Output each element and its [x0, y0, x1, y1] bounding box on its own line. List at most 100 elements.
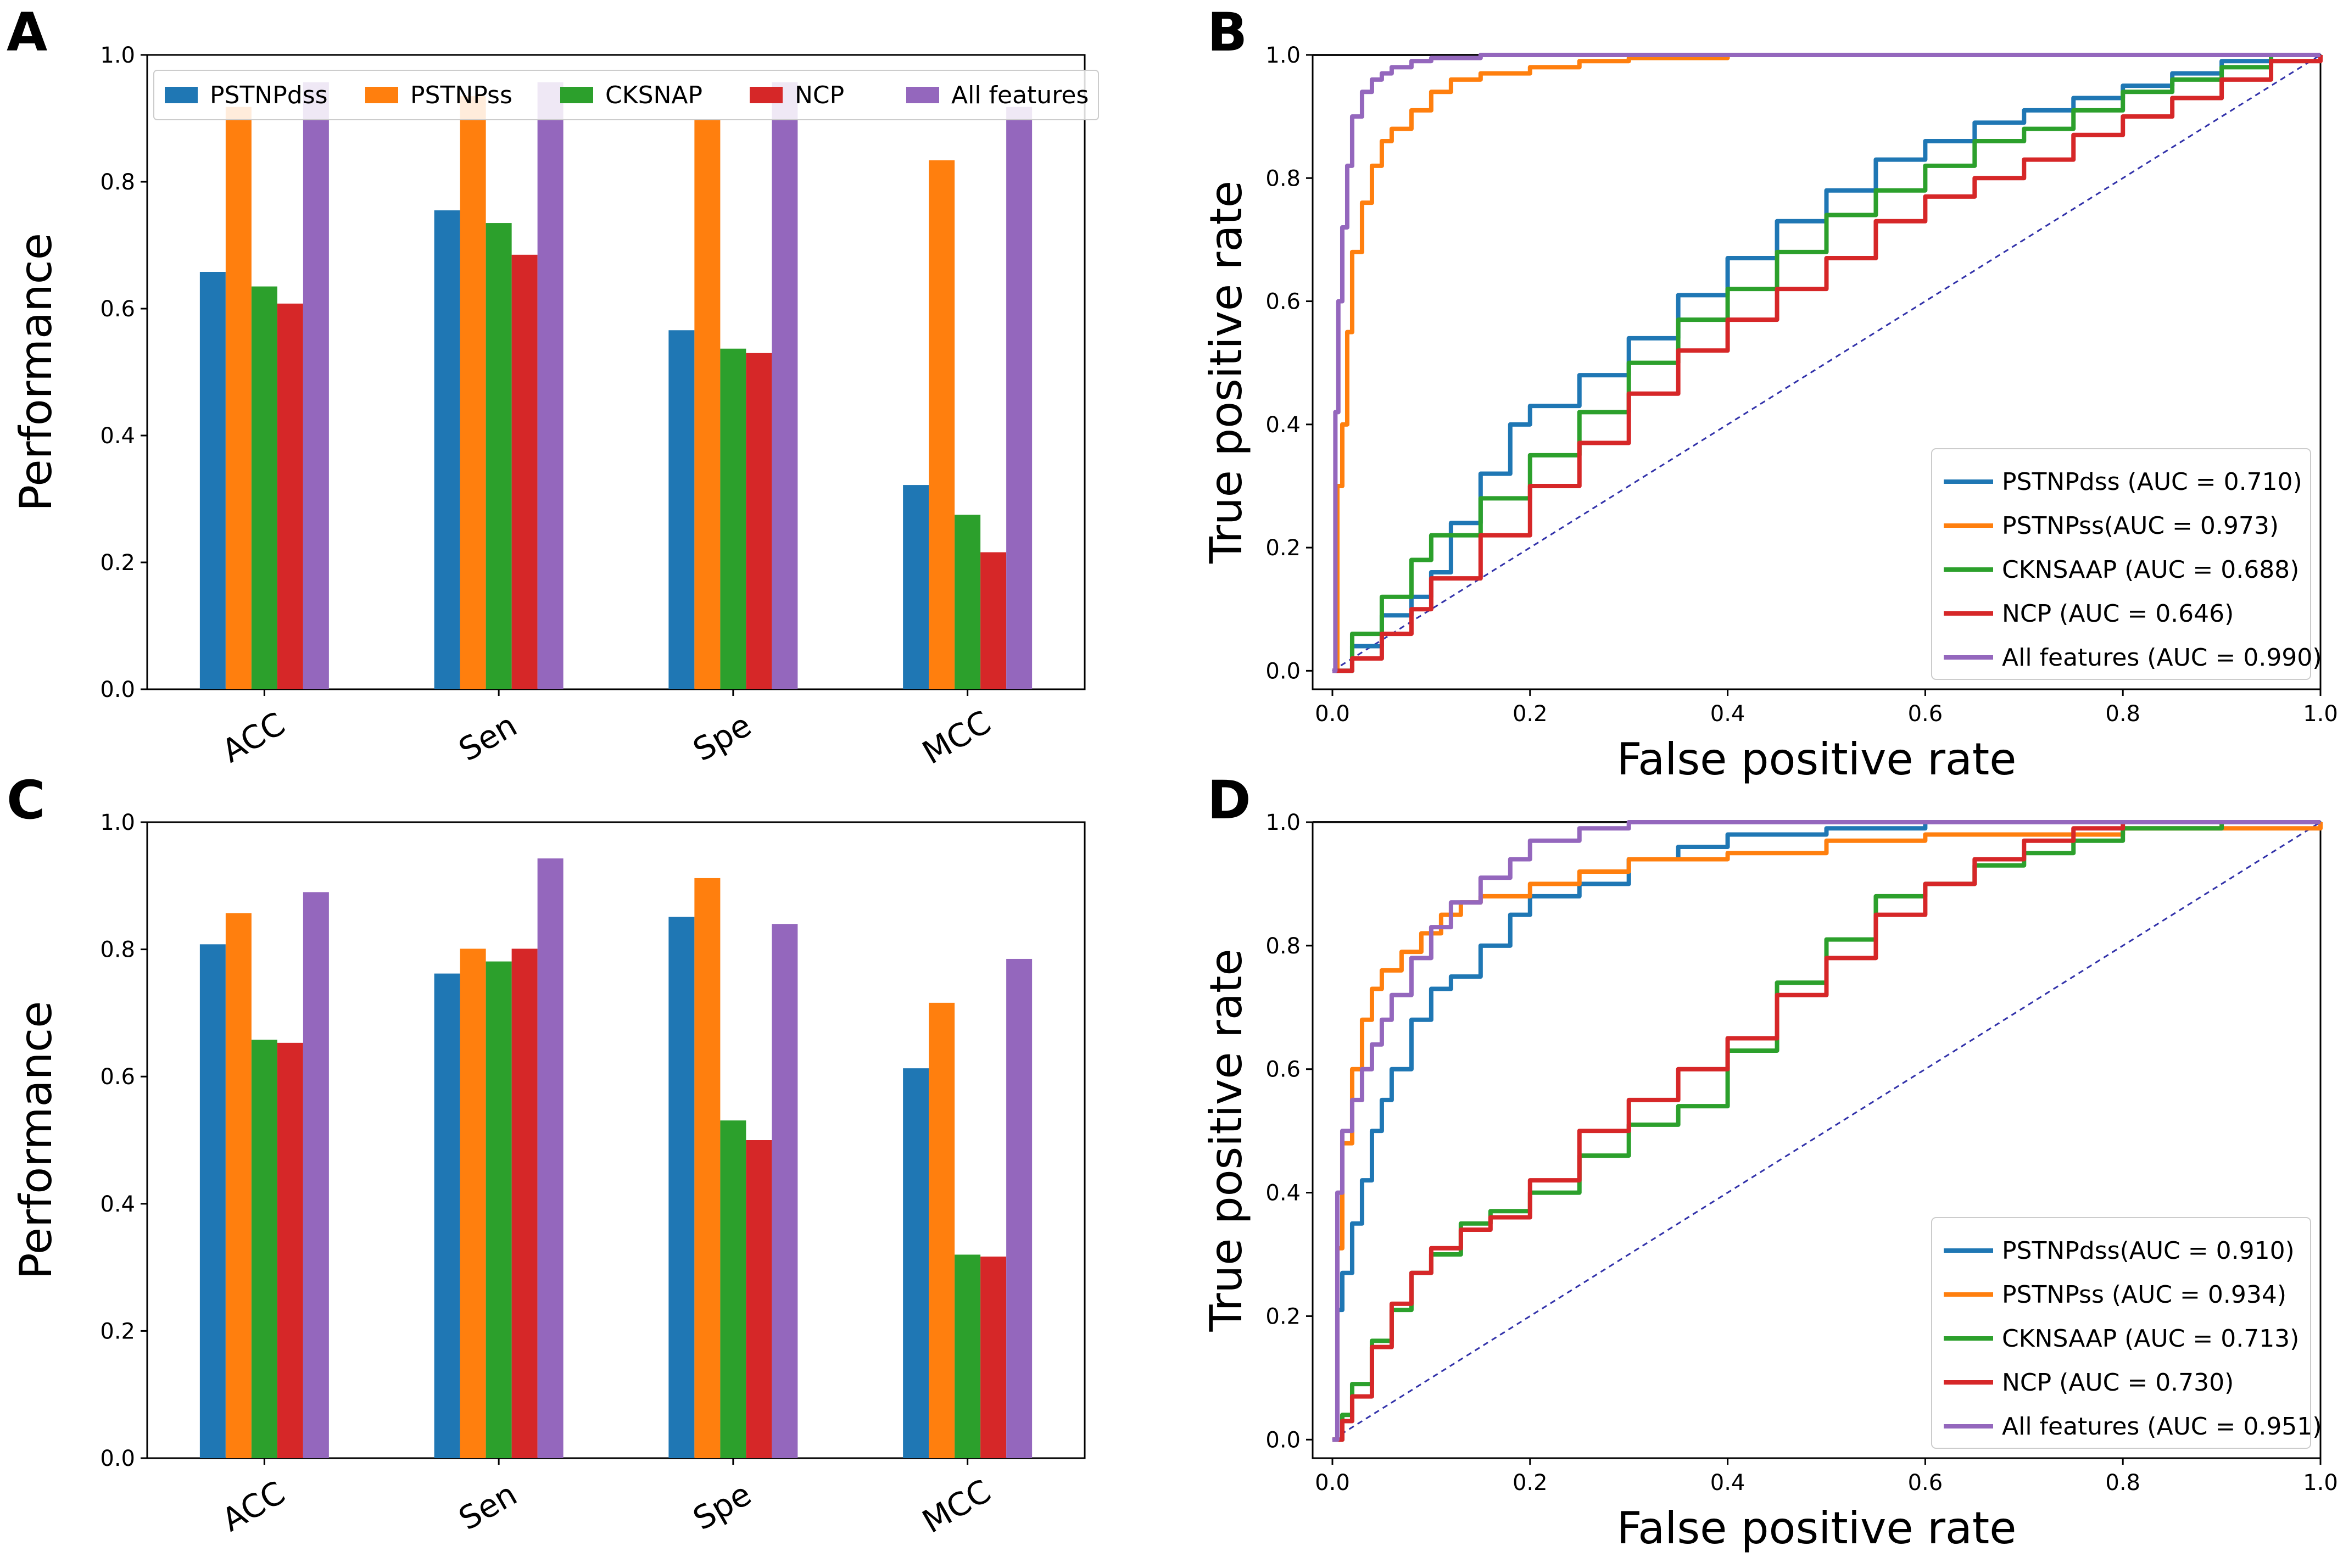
chance-diagonal: [1332, 54, 2321, 672]
bar-ncp-mcc: [980, 1256, 1007, 1458]
chance-diagonal: [1332, 821, 2321, 1441]
y-axis-title: True positive rate: [1201, 948, 1252, 1332]
bar-pstnpss-mcc: [929, 1002, 955, 1458]
y-tick-label: 0.0: [100, 677, 135, 702]
x-tick-label-sen: Sen: [453, 706, 523, 769]
x-axis-title: False positive rate: [1617, 1503, 2017, 1554]
x-tick-label: 0.8: [2105, 1470, 2140, 1496]
plot-frame: [146, 821, 1086, 1459]
legend-label-cknsaap: CKNSAAP (AUC = 0.688): [2002, 556, 2299, 584]
y-tick-label: 1.0: [1265, 810, 1301, 835]
legend-box: [153, 70, 1099, 120]
y-tick-label: 0.0: [1265, 659, 1301, 684]
bar-all-features-mcc: [1006, 958, 1033, 1458]
legend-label-ncp: NCP (AUC = 0.730): [2002, 1369, 2234, 1397]
legend-label-ncp: NCP (AUC = 0.646): [2002, 600, 2234, 628]
bar-ncp-acc: [277, 303, 303, 689]
roc-curve-ncp: [1332, 820, 2320, 1442]
x-tick-label-acc: ACC: [216, 1474, 292, 1539]
bar-cksnap-mcc: [955, 515, 981, 689]
x-tick-label-mcc: MCC: [916, 1472, 997, 1540]
panel-letter-d: D: [1207, 769, 1251, 831]
y-tick-label: 0.8: [1265, 166, 1301, 191]
legend-label-all-features: All features: [951, 81, 1089, 109]
roc-curve-all: [1332, 820, 2320, 1442]
legend-label-all: All features (AUC = 0.990): [2002, 644, 2322, 672]
roc-curve-ncp: [1332, 55, 2323, 673]
roc-curve-cknsaap: [1332, 53, 2320, 673]
bar-pstnpss-mcc: [929, 160, 955, 690]
bar-all-features-spe: [772, 82, 798, 689]
y-tick-label: 0.0: [1265, 1427, 1301, 1453]
bar-pstnpdss-acc: [199, 944, 226, 1458]
bar-pstnpss-acc: [225, 913, 252, 1458]
y-tick-label: 0.8: [100, 938, 135, 963]
bar-pstnpdss-mcc: [903, 1068, 929, 1458]
x-tick-label-mcc: MCC: [916, 703, 997, 771]
y-tick-label: 1.0: [100, 43, 135, 68]
bar-pstnpss-spe: [694, 878, 721, 1458]
panel-letter-a: A: [7, 2, 47, 63]
bar-pstnpdss-mcc: [903, 485, 929, 689]
legend-label-cksnap: CKSNAP: [605, 81, 702, 109]
panel-letter-c: C: [7, 769, 45, 831]
x-tick-label: 0.4: [1710, 1470, 1745, 1496]
roc-curve-pstnpdss: [1332, 820, 2320, 1442]
y-tick-label: 0.8: [1265, 934, 1301, 959]
legend-label-pstnpdss: PSTNPdss: [210, 81, 328, 109]
y-tick-label: 0.2: [100, 1319, 135, 1344]
roc-curve-pstnpss: [1332, 53, 2320, 673]
x-tick-label: 0.6: [1908, 701, 1943, 727]
bar-cksnap-sen: [486, 961, 512, 1458]
bar-pstnpss-sen: [460, 948, 486, 1458]
x-tick-label-spe: Spe: [687, 1475, 758, 1538]
y-tick-label: 0.6: [100, 297, 135, 322]
x-tick-label: 1.0: [2303, 1470, 2338, 1496]
y-tick-label: 0.6: [100, 1064, 135, 1090]
panel-b: B 0.0 0.2 0.4 0.6 0.8 1.0 0.0 0.2 0.4 0.6 0.8 1.0 Fal…: [1201, 2, 2338, 785]
x-tick-label: 0.2: [1513, 1470, 1548, 1496]
y-axis-title: Performance: [10, 1001, 62, 1280]
x-tick-label-sen: Sen: [453, 1475, 523, 1538]
legend-swatch-all-features: [906, 87, 939, 103]
x-tick-label: 0.0: [1315, 701, 1350, 727]
bar-pstnpdss-spe: [668, 917, 695, 1458]
bar-pstnpss-spe: [694, 120, 721, 690]
y-tick-label: 0.6: [1265, 1057, 1301, 1082]
bar-cksnap-mcc: [955, 1254, 981, 1458]
bar-cksnap-spe: [720, 348, 746, 689]
panel-c: C 0.0 0.2 0.4 0.6 0.8 1.0 Performance ACC Sen Spe M…: [7, 769, 1086, 1541]
legend-label-all: All features (AUC = 0.951): [2002, 1413, 2322, 1441]
bar-cksnap-sen: [486, 223, 512, 689]
x-tick-label: 0.8: [2105, 701, 2140, 727]
y-tick-label: 0.4: [100, 423, 135, 449]
bar-pstnpdss-sen: [434, 973, 460, 1458]
bar-all-features-acc: [303, 892, 329, 1458]
bar-ncp-acc: [277, 1042, 303, 1458]
bar-ncp-mcc: [980, 552, 1007, 689]
legend-label-pstnpss: PSTNPss: [410, 81, 512, 109]
bar-pstnpdss-sen: [434, 210, 460, 690]
x-tick-label-acc: ACC: [216, 705, 292, 770]
legend-label-pstnpdss: PSTNPdss(AUC = 0.910): [2002, 1237, 2295, 1265]
y-tick-label: 0.8: [100, 170, 135, 195]
legend-label-ncp: NCP: [795, 81, 844, 109]
x-tick-label: 0.6: [1908, 1470, 1943, 1496]
y-tick-label: 0.2: [1265, 535, 1301, 561]
x-tick-label: 0.0: [1315, 1470, 1350, 1496]
panel-letter-b: B: [1207, 2, 1247, 63]
panel-d: D 0.0 0.2 0.4 0.6 0.8 1.0 0.0 0.2 0.4 0.6 0.8 1.0 Fal…: [1201, 769, 2338, 1554]
y-tick-label: 0.4: [100, 1192, 135, 1217]
panel-a: A 0.0 0.2 0.4 0.6 0.8 1.0 Performance ACC Sen Spe M…: [7, 2, 1099, 772]
bar-cksnap-spe: [720, 1120, 746, 1458]
y-tick-label: 1.0: [100, 810, 135, 835]
y-tick-label: 0.6: [1265, 289, 1301, 315]
y-tick-label: 0.4: [1265, 412, 1301, 438]
legend-box: [1931, 1217, 2311, 1449]
y-axis-title: True positive rate: [1201, 181, 1252, 564]
bar-ncp-sen: [511, 948, 538, 1458]
x-tick-label: 0.4: [1710, 701, 1745, 727]
bar-all-features-mcc: [1006, 107, 1033, 690]
y-axis-title: Performance: [10, 233, 62, 511]
roc-curve-all: [1332, 53, 2320, 673]
